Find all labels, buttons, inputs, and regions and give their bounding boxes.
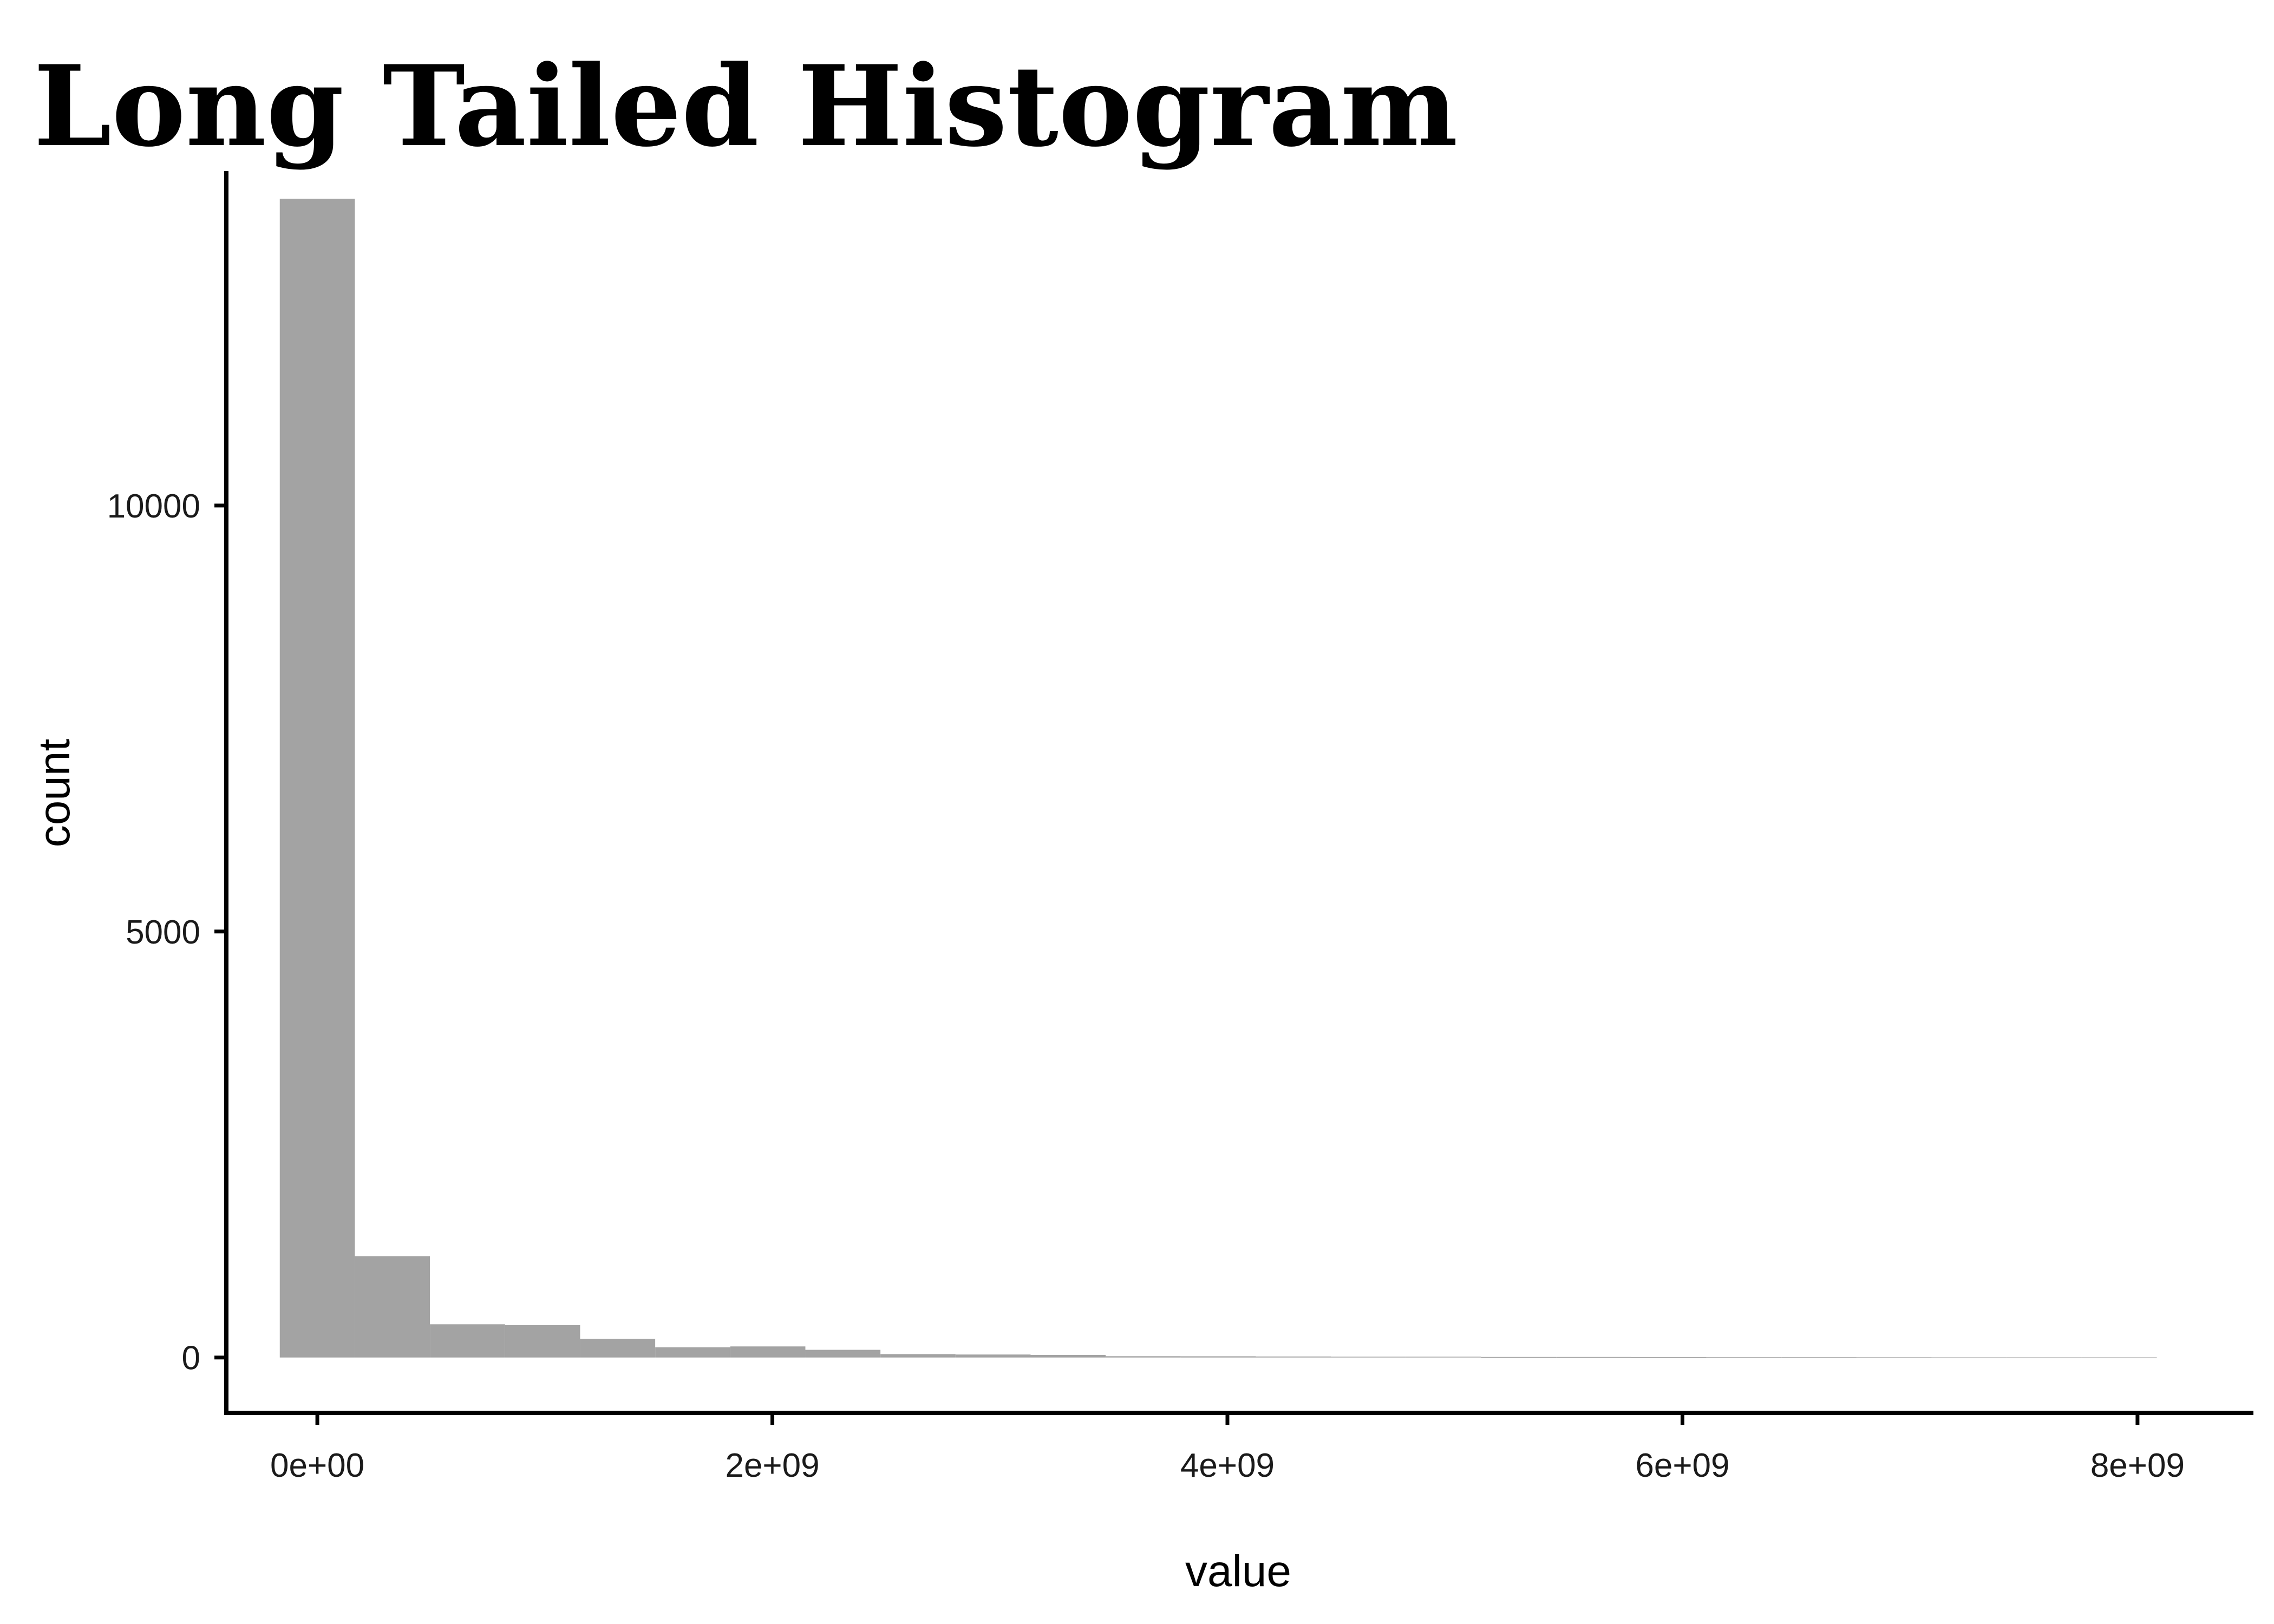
histogram-bar xyxy=(1406,1357,1481,1358)
histogram-bar xyxy=(279,199,355,1358)
histogram-bar xyxy=(1706,1357,1782,1358)
histogram-bar xyxy=(805,1350,881,1358)
histogram-bar xyxy=(655,1347,730,1358)
x-axis-title: value xyxy=(1185,1547,1291,1596)
histogram-bar xyxy=(1256,1356,1331,1358)
histogram-bar xyxy=(355,1256,430,1358)
y-tick-label: 0 xyxy=(182,1340,200,1377)
histogram-bar xyxy=(1331,1357,1406,1358)
x-tick-label: 4e+09 xyxy=(1180,1447,1275,1484)
x-tick-label: 0e+00 xyxy=(270,1447,364,1484)
x-tick-label: 2e+09 xyxy=(725,1447,819,1484)
histogram-bar xyxy=(430,1324,505,1358)
histogram-bar xyxy=(2081,1357,2157,1359)
x-ticks-layer: 0e+00 2e+09 4e+09 6e+09 8e+09 xyxy=(270,1413,2185,1484)
bars-layer xyxy=(279,199,2157,1359)
histogram-bar xyxy=(880,1354,956,1358)
histogram-bar xyxy=(1180,1356,1256,1358)
chart-title: Long Tailed Histogram xyxy=(34,42,1458,172)
y-ticks-layer: 0 5000 10000 xyxy=(107,488,226,1377)
y-tick-label: 5000 xyxy=(126,914,200,951)
x-tick-label: 6e+09 xyxy=(1635,1447,1729,1484)
histogram-bar xyxy=(1856,1357,1932,1358)
y-axis-title: count xyxy=(30,738,79,847)
histogram-bar xyxy=(1781,1357,1857,1358)
y-tick-label: 10000 xyxy=(107,488,200,525)
histogram-bar xyxy=(1556,1357,1631,1358)
histogram-bar xyxy=(1481,1357,1557,1358)
histogram-bar xyxy=(955,1354,1031,1358)
histogram-bar xyxy=(2007,1357,2082,1359)
histogram-bar xyxy=(730,1346,806,1358)
histogram-bar xyxy=(1106,1356,1181,1358)
histogram-bar xyxy=(1931,1357,2007,1359)
histogram-bar xyxy=(580,1339,656,1358)
histogram-bar xyxy=(1030,1354,1106,1358)
x-tick-label: 8e+09 xyxy=(2090,1447,2185,1484)
histogram-bar xyxy=(505,1325,580,1358)
histogram-bar xyxy=(1631,1357,1707,1358)
